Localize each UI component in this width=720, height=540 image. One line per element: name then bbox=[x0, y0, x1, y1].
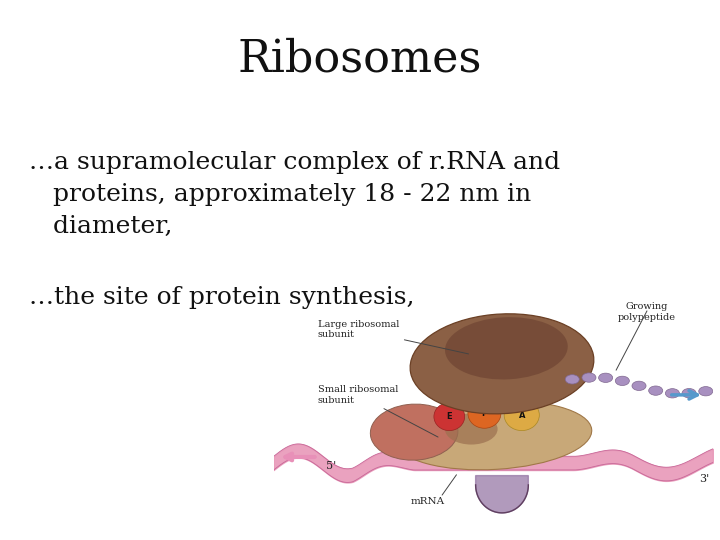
Ellipse shape bbox=[649, 386, 662, 395]
Text: Growing
polypeptide: Growing polypeptide bbox=[618, 302, 676, 322]
Ellipse shape bbox=[445, 414, 498, 444]
Ellipse shape bbox=[665, 389, 680, 398]
Ellipse shape bbox=[598, 373, 613, 382]
Ellipse shape bbox=[616, 376, 629, 386]
Ellipse shape bbox=[698, 387, 713, 396]
Ellipse shape bbox=[565, 375, 580, 384]
Ellipse shape bbox=[434, 403, 464, 430]
Polygon shape bbox=[476, 476, 528, 513]
Text: Large ribosomal
subunit: Large ribosomal subunit bbox=[318, 320, 469, 354]
Text: …the site of protein synthesis,: …the site of protein synthesis, bbox=[29, 286, 414, 309]
Text: Ribosomes: Ribosomes bbox=[238, 38, 482, 81]
Ellipse shape bbox=[468, 399, 501, 428]
Text: mRNA: mRNA bbox=[410, 497, 444, 505]
Text: 3': 3' bbox=[700, 474, 710, 484]
Text: E: E bbox=[446, 412, 452, 421]
Text: Small ribosomal
subunit: Small ribosomal subunit bbox=[318, 385, 438, 437]
Text: 5': 5' bbox=[326, 461, 336, 471]
Text: A: A bbox=[518, 410, 525, 420]
Ellipse shape bbox=[716, 385, 720, 394]
Text: P: P bbox=[482, 409, 487, 418]
Ellipse shape bbox=[682, 388, 696, 398]
Ellipse shape bbox=[445, 317, 568, 380]
Text: …a supramolecular complex of r.RNA and
   proteins, approximately 18 - 22 nm in
: …a supramolecular complex of r.RNA and p… bbox=[29, 151, 560, 238]
Ellipse shape bbox=[410, 314, 594, 414]
Ellipse shape bbox=[632, 381, 646, 390]
Ellipse shape bbox=[370, 404, 458, 460]
Ellipse shape bbox=[582, 373, 596, 382]
Ellipse shape bbox=[395, 401, 592, 470]
Ellipse shape bbox=[504, 400, 539, 430]
